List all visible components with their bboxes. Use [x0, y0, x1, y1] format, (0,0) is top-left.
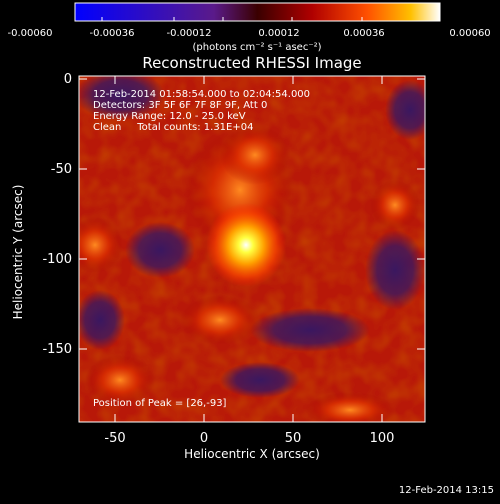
- y-tick-label: -100: [42, 252, 72, 267]
- x-tick-label: 0: [200, 431, 208, 446]
- x-axis-title: Heliocentric X (arcsec): [184, 447, 320, 461]
- y-tick-label: 0: [64, 72, 72, 87]
- footer-timestamp: 12-Feb-2014 13:15: [398, 485, 494, 496]
- colorbar-tick-3: 0.00012: [258, 28, 299, 39]
- colorbar-tick-2: -0.00012: [167, 28, 212, 39]
- x-tick-label: 50: [285, 431, 302, 446]
- annotations: 12-Feb-2014 01:58:54.000 to 02:04:54.000…: [93, 89, 310, 409]
- x-tick-label: -50: [104, 431, 125, 446]
- colorbar-tick-4: 0.00036: [343, 28, 384, 39]
- image-map: [79, 76, 425, 422]
- plot-title: Reconstructed RHESSI Image: [142, 54, 361, 72]
- y-tick-label: -50: [51, 162, 72, 177]
- energy-range-text: Energy Range: 12.0 - 25.0 keV: [93, 111, 246, 122]
- axis-ticks: [79, 76, 425, 422]
- x-tick-label: 100: [370, 431, 395, 446]
- colorbar: [74, 2, 441, 22]
- peak-position-text: Position of Peak = [26,-93]: [93, 398, 227, 409]
- detectors-text: Detectors: 3F 5F 6F 7F 8F 9F, Att 0: [93, 100, 267, 111]
- time-range-text: 12-Feb-2014 01:58:54.000 to 02:04:54.000: [93, 89, 310, 100]
- y-tick-label: -150: [42, 342, 72, 357]
- colorbar-tick-5: 0.00060: [449, 28, 490, 39]
- plot-frame: [78, 75, 426, 423]
- colorbar-tick-1: -0.00036: [90, 28, 135, 39]
- colorbar-units: (photons cm⁻² s⁻¹ asec⁻²): [192, 42, 321, 53]
- y-axis-title: Heliocentric Y (arcsec): [11, 185, 25, 320]
- colorbar-ticks: [101, 17, 441, 21]
- colorbar-tick-0: -0.00060: [8, 28, 53, 39]
- clean-counts-text: Clean Total counts: 1.31E+04: [93, 122, 253, 133]
